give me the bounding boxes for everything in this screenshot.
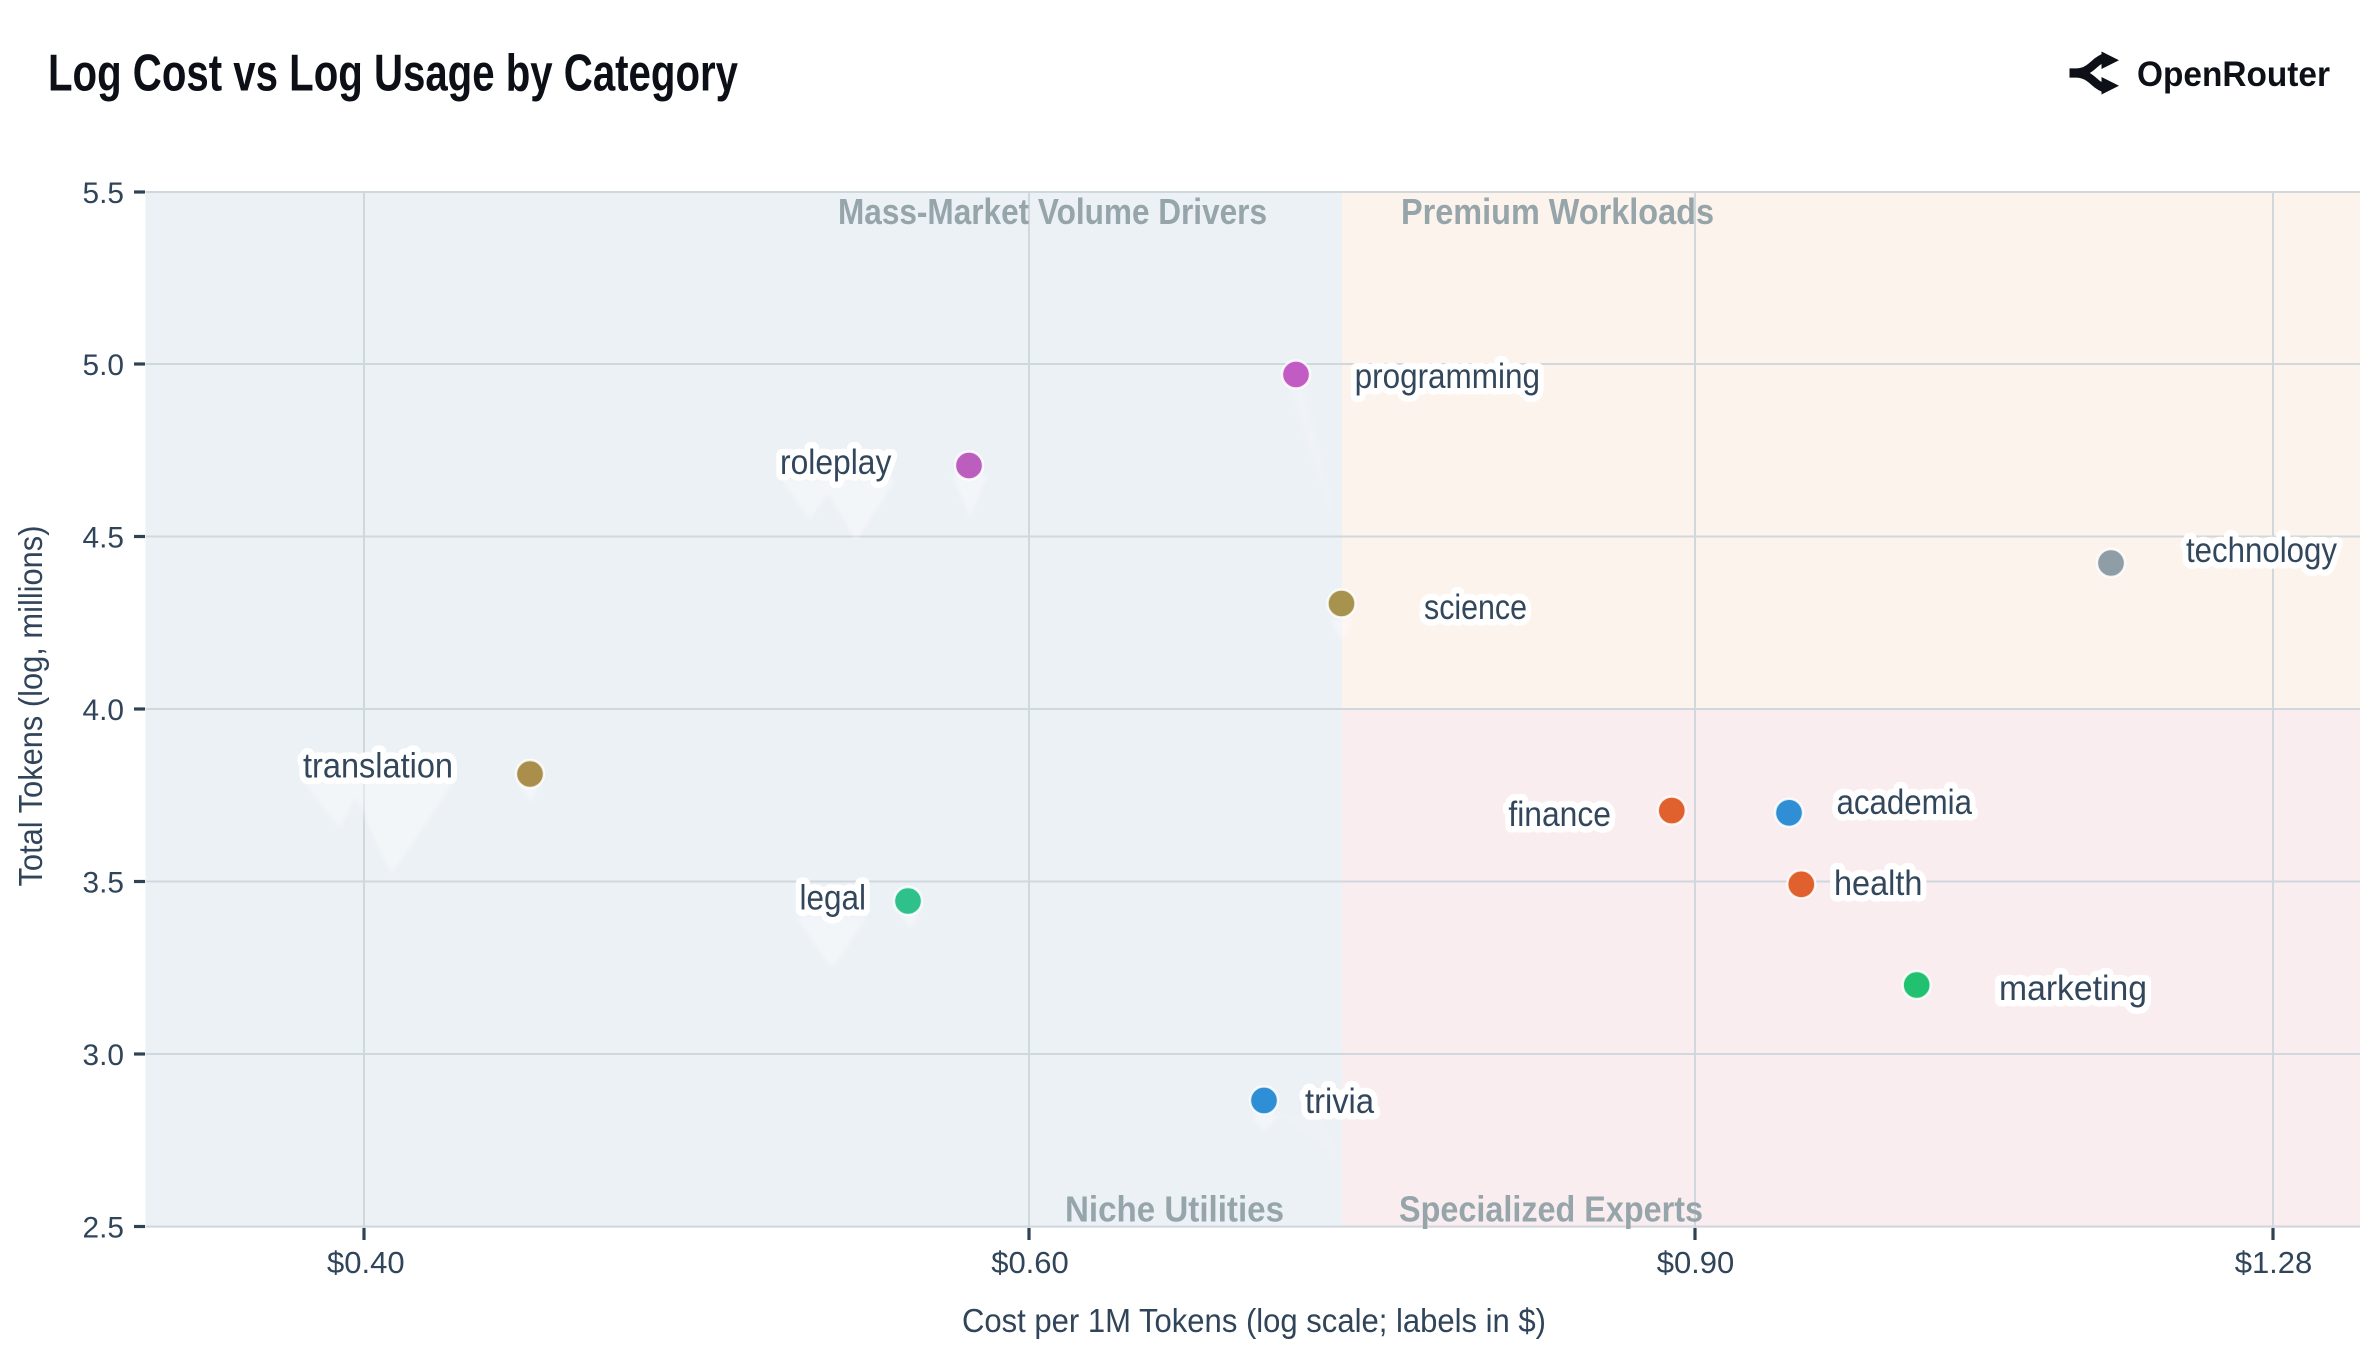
svg-text:trivia: trivia: [1305, 1082, 1374, 1121]
svg-text:4.5: 4.5: [83, 522, 125, 555]
svg-text:3.0: 3.0: [83, 1039, 125, 1072]
svg-text:5.5: 5.5: [83, 177, 125, 210]
svg-text:health: health: [1834, 864, 1922, 903]
svg-text:translation: translation: [303, 747, 453, 786]
svg-text:4.0: 4.0: [83, 694, 125, 727]
svg-text:academia: academia: [1837, 783, 1973, 822]
svg-text:$0.40: $0.40: [327, 1245, 405, 1280]
svg-text:legal: legal: [800, 879, 867, 918]
svg-text:$1.28: $1.28: [2235, 1245, 2313, 1280]
svg-text:marketing: marketing: [1999, 969, 2147, 1008]
svg-text:Niche Utilities: Niche Utilities: [1065, 1189, 1284, 1230]
svg-text:Cost per 1M Tokens (log scale;: Cost per 1M Tokens (log scale; labels in…: [962, 1302, 1546, 1339]
svg-text:$0.90: $0.90: [1657, 1245, 1735, 1280]
svg-text:programming: programming: [1355, 357, 1540, 396]
svg-text:3.5: 3.5: [83, 867, 125, 900]
svg-text:5.0: 5.0: [83, 349, 125, 382]
svg-text:$0.60: $0.60: [991, 1245, 1069, 1280]
svg-text:Log Cost vs Log Usage by Categ: Log Cost vs Log Usage by Category: [48, 45, 738, 103]
svg-text:Premium Workloads: Premium Workloads: [1401, 191, 1714, 232]
svg-text:OpenRouter: OpenRouter: [2137, 55, 2330, 94]
svg-text:Total Tokens (log, millions): Total Tokens (log, millions): [12, 526, 49, 887]
svg-text:2.5: 2.5: [83, 1212, 125, 1245]
svg-text:technology: technology: [2186, 531, 2337, 570]
svg-text:Specialized Experts: Specialized Experts: [1399, 1189, 1703, 1230]
svg-text:Mass-Market Volume Drivers: Mass-Market Volume Drivers: [838, 191, 1267, 232]
svg-text:finance: finance: [1508, 795, 1611, 834]
svg-text:science: science: [1424, 588, 1527, 627]
svg-text:roleplay: roleplay: [780, 443, 892, 482]
